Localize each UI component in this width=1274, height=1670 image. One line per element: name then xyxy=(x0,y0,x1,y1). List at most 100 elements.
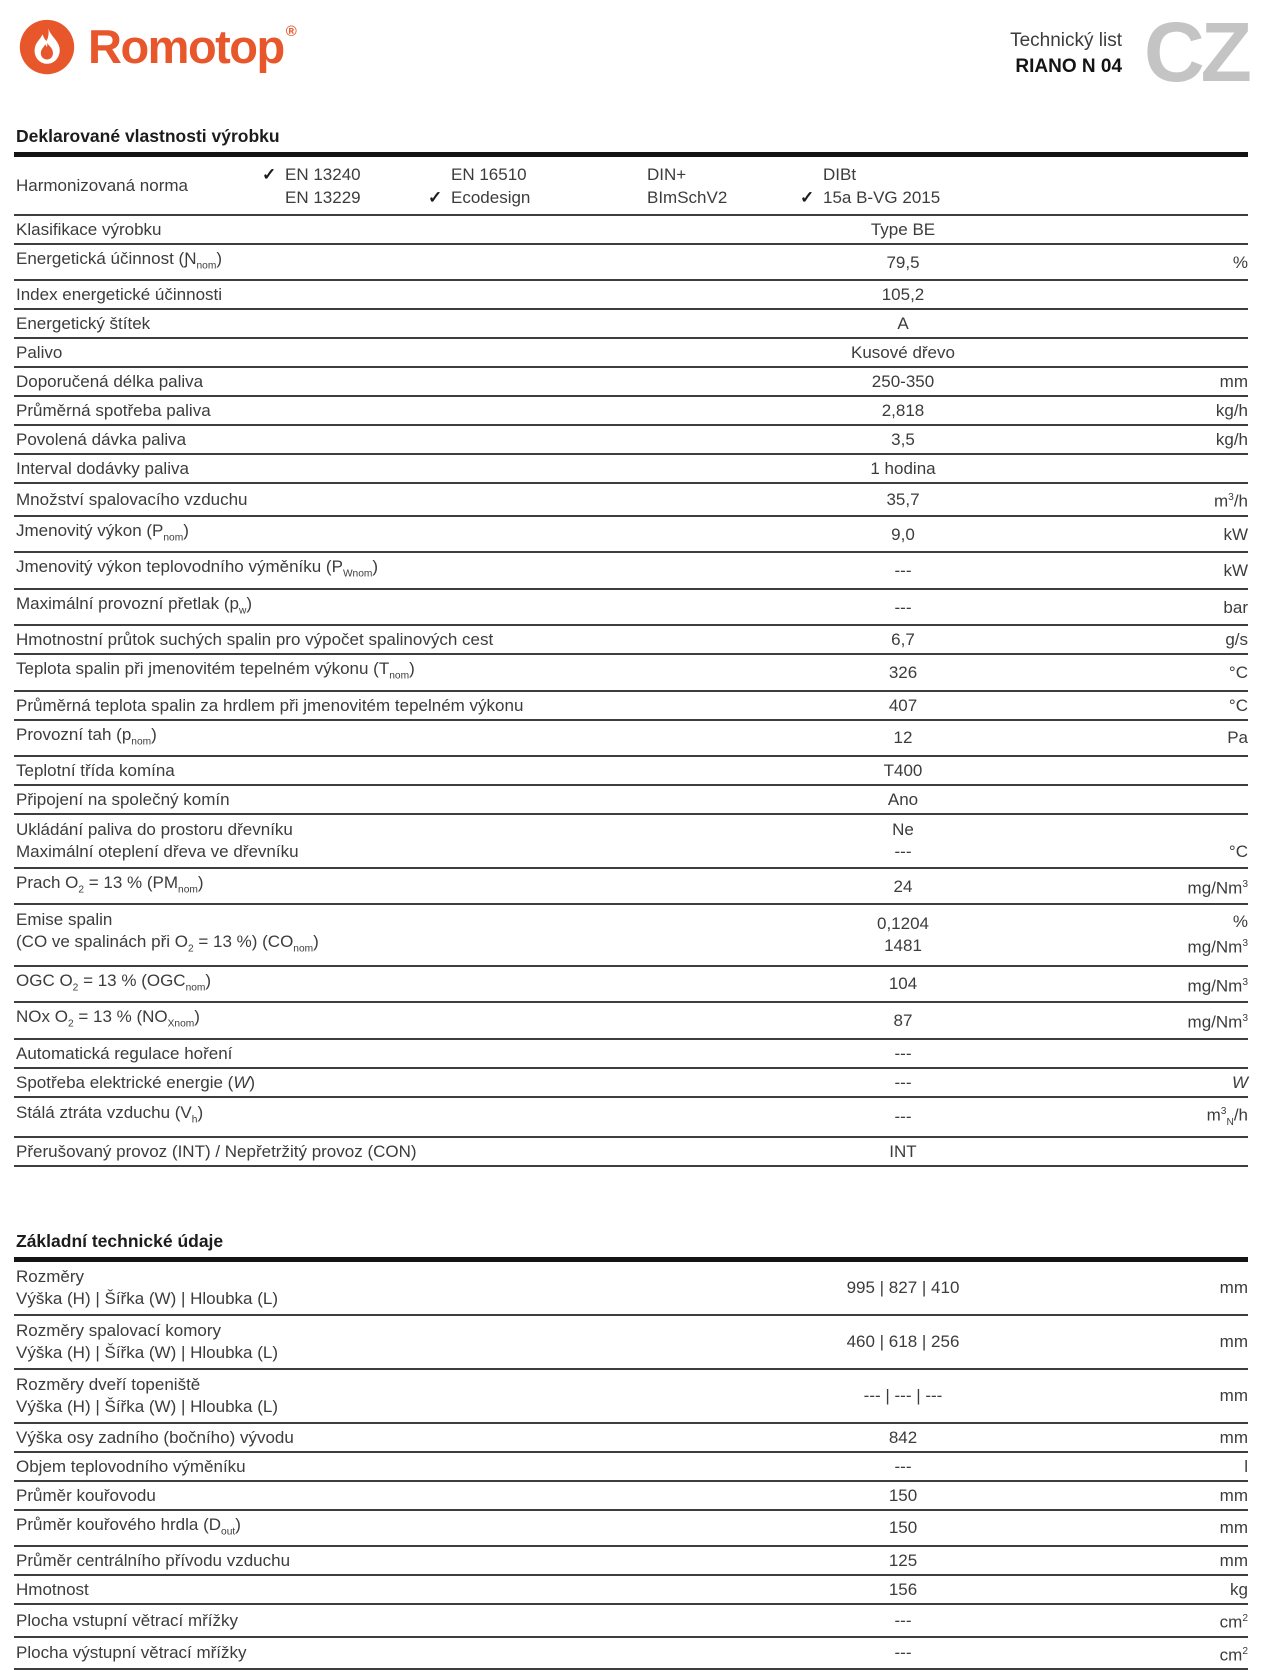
row-label: Hmotnostní průtok suchých spalin pro výp… xyxy=(14,630,738,649)
norm-label: Ecodesign xyxy=(451,188,531,207)
row-label: OGC O2 = 13 % (OGCnom) xyxy=(14,971,738,997)
row-label-line: Průměr kouřovodu xyxy=(16,1485,156,1505)
row-value-line: 104 xyxy=(888,974,918,994)
row-label-line: Energetický štítek xyxy=(16,314,151,334)
row-unit: mg/Nm3 xyxy=(1068,1007,1248,1033)
row-value: --- xyxy=(738,594,1068,620)
row-value-line: 1 hodina xyxy=(870,459,936,479)
row-label-line: Plocha vstupní větrací mřížky xyxy=(16,1610,239,1630)
table-row: Interval dodávky paliva 1 hodina xyxy=(14,455,1248,485)
row-unit: mm xyxy=(1068,1266,1248,1310)
row-unit-line: °C xyxy=(1228,695,1248,715)
table-row: Plocha vstupní větrací mřížky --- cm2 xyxy=(14,1605,1248,1638)
norm-item: DIN+ xyxy=(624,163,800,186)
row-value: 0,1204 1481 xyxy=(738,909,1068,960)
row-value-line: Ano xyxy=(887,790,919,809)
row-label: Teplota spalin při jmenovitém tepelném v… xyxy=(14,659,738,685)
row-unit: kW xyxy=(1068,557,1248,583)
row-unit-line: m3/h xyxy=(1213,492,1248,512)
row-unit-line: mm xyxy=(1219,1518,1248,1538)
row-label: Výška osy zadního (bočního) vývodu xyxy=(14,1428,738,1447)
norm-item: EN 13229 xyxy=(262,186,428,209)
row-value: --- xyxy=(738,557,1068,583)
row-label: Prach O2 = 13 % (PMnom) xyxy=(14,873,738,899)
table-row: Přerušovaný provoz (INT) / Nepřetržitý p… xyxy=(14,1138,1248,1167)
row-value-line: 407 xyxy=(888,695,918,715)
row-label-line: Průměrná spotřeba paliva xyxy=(16,401,211,421)
row-unit: % mg/Nm3 xyxy=(1068,909,1248,960)
row-value-line: 105,2 xyxy=(881,285,925,305)
row-label: Stálá ztráta vzduchu (Vh) xyxy=(14,1102,738,1132)
row-label: Doporučená délka paliva xyxy=(14,372,738,391)
row-label: Energetická účinnost (Ɲnom) xyxy=(14,249,738,275)
row-label-line: Palivo xyxy=(16,343,63,363)
row-unit: °C xyxy=(1068,819,1248,863)
row-unit-line: mg/Nm3 xyxy=(1187,878,1248,898)
row-unit: % xyxy=(1068,249,1248,275)
table-row: Rozměry dveří topeniště Výška (H) | Šířka… xyxy=(14,1370,1248,1424)
row-unit: bar xyxy=(1068,594,1248,620)
page-header: Romotop ® Technický list RIANO N 04 CZ xyxy=(14,0,1252,112)
row-unit-line: mg/Nm3 xyxy=(1187,976,1248,996)
declared-properties-rows: Klasifikace výrobku Type BE Energetická ú… xyxy=(14,216,1248,1167)
row-label: Přerušovaný provoz (INT) / Nepřetržitý p… xyxy=(14,1142,738,1161)
row-unit-line: kW xyxy=(1223,561,1248,581)
row-unit: g/s xyxy=(1068,630,1248,649)
row-value: 407 xyxy=(738,696,1068,715)
row-unit-line xyxy=(1068,285,1248,304)
table-row: Palivo Kusové dřevo xyxy=(14,339,1248,369)
row-value-line: 156 xyxy=(888,1580,918,1599)
table-row: Energetická účinnost (Ɲnom) 79,5% xyxy=(14,245,1248,282)
row-value-line: --- | --- | --- xyxy=(863,1385,943,1405)
row-label-line: Hmotnostní průtok suchých spalin pro výp… xyxy=(16,630,494,650)
row-unit xyxy=(1068,761,1248,780)
norm-item: DIBt xyxy=(800,163,1040,186)
checkmark-placeholder xyxy=(800,163,823,186)
row-unit: mg/Nm3 xyxy=(1068,971,1248,997)
row-label: Index energetické účinnosti xyxy=(14,285,738,304)
row-value: --- | --- | --- xyxy=(738,1374,1068,1418)
row-label-line: Množství spalovacího vzduchu xyxy=(16,490,248,510)
row-label-line: OGC O2 = 13 % (OGCnom) xyxy=(16,970,212,994)
row-label-line: Výška osy zadního (bočního) vývodu xyxy=(16,1427,294,1447)
section-title-declared: Deklarované vlastnosti výrobku xyxy=(16,126,280,146)
table-row: Ukládání paliva do prostoru dřevníku Maxi… xyxy=(14,815,1248,869)
row-value: 125 xyxy=(738,1551,1068,1570)
row-label: Plocha výstupní větrací mřížky xyxy=(14,1642,738,1665)
row-value: --- xyxy=(738,1102,1068,1132)
brand-logo: Romotop ® xyxy=(18,18,297,76)
row-label: Palivo xyxy=(14,343,738,362)
row-unit xyxy=(1068,285,1248,304)
table-row: Teplotní třída komína T400 xyxy=(14,757,1248,786)
row-unit: kg/h xyxy=(1068,401,1248,420)
row-value-line: 79,5 xyxy=(886,252,920,272)
row-label-line: Rozměry spalovací komory xyxy=(16,1320,222,1340)
row-value: 9,0 xyxy=(738,521,1068,547)
row-value-line: 3,5 xyxy=(891,430,915,450)
row-value-line: A xyxy=(897,314,909,334)
row-label-line: Výška (H) | Šířka (W) | Hloubka (L) xyxy=(16,1342,278,1362)
row-label-line: Interval dodávky paliva xyxy=(16,459,189,479)
row-label-line: Maximální provozní přetlak (pw) xyxy=(16,593,253,617)
section-basic-technical: Základní technické údaje Rozměry Výška (H… xyxy=(14,1231,1248,1670)
row-label: Průměr centrálního přívodu vzduchu xyxy=(14,1551,738,1570)
row-value: Ano xyxy=(738,790,1068,809)
table-row: Průměrná teplota spalin za hrdlem při jm… xyxy=(14,692,1248,721)
table-row: Automatická regulace hoření --- xyxy=(14,1040,1248,1069)
row-label: Průměr kouřovodu xyxy=(14,1486,738,1505)
row-label-line: Doporučená délka paliva xyxy=(16,372,204,392)
norm-item: ✓ 15a B-VG 2015 xyxy=(800,186,1040,209)
norms-row-label: Harmonizovaná norma xyxy=(16,176,188,195)
row-label: Objem teplovodního výměníku xyxy=(14,1457,738,1476)
basic-technical-rows: Rozměry Výška (H) | Šířka (W) | Hloubka (… xyxy=(14,1262,1248,1670)
row-label-line: Klasifikace výrobku xyxy=(16,220,162,239)
row-value-line: --- xyxy=(894,1643,912,1663)
row-label: Klasifikace výrobku xyxy=(14,220,738,239)
row-value: 2,818 xyxy=(738,401,1068,420)
row-label: Průměrná teplota spalin za hrdlem při jm… xyxy=(14,696,738,715)
language-code: CZ xyxy=(1144,5,1252,99)
row-unit-line: mm xyxy=(1219,1427,1248,1447)
row-label: Rozměry Výška (H) | Šířka (W) | Hloubka (… xyxy=(14,1266,738,1310)
norm-column: DIBt ✓ 15a B-VG 2015 xyxy=(800,163,1040,209)
